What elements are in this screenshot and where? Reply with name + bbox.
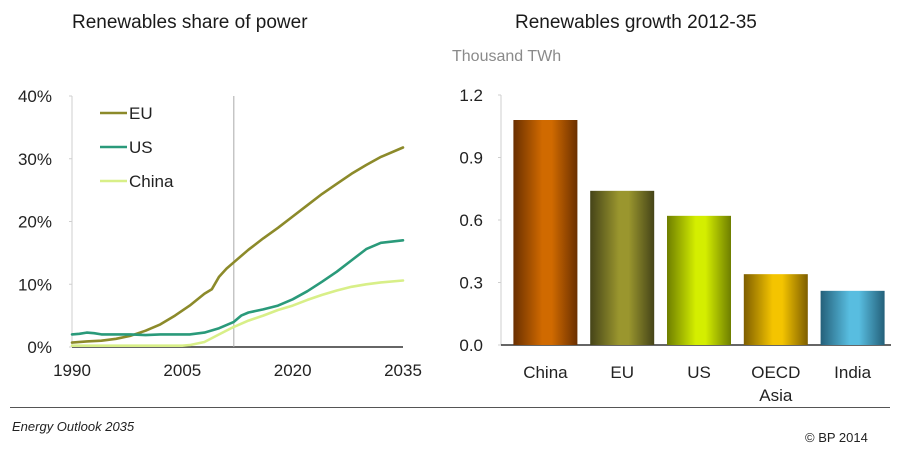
footer-divider (10, 407, 890, 408)
y-tick-label: 20% (18, 213, 52, 232)
legend-label-china: China (129, 172, 174, 191)
bar-chart-title: Renewables growth 2012-35 (515, 12, 757, 33)
x-category-label: Asia (759, 386, 793, 405)
x-category-label: OECD (751, 363, 800, 382)
x-category-label: EU (610, 363, 634, 382)
series-line-eu (70, 146, 405, 344)
line-chart-title: Renewables share of power (72, 12, 308, 33)
x-tick-label: 2035 (384, 361, 422, 380)
x-category-label: India (834, 363, 871, 382)
y-tick-label: 0% (27, 338, 52, 357)
x-category-label: China (523, 363, 568, 382)
y-tick-label: 1.2 (459, 86, 483, 105)
y-tick-label: 0.3 (459, 274, 483, 293)
bar-us (667, 215, 731, 345)
x-tick-label: 2005 (163, 361, 201, 380)
footer-publication: Energy Outlook 2035 (12, 419, 135, 434)
y-tick-label: 40% (18, 87, 52, 106)
footer-copyright: © BP 2014 (805, 430, 868, 445)
y-tick-label: 30% (18, 150, 52, 169)
x-tick-label: 2020 (274, 361, 312, 380)
y-tick-label: 10% (18, 275, 52, 294)
y-tick-label: 0.9 (459, 149, 483, 168)
series-line-china (70, 279, 405, 348)
y-tick-label: 0.6 (459, 211, 483, 230)
series-line-us (70, 239, 405, 337)
line-chart: 0% 10% 20% 30% 40% 1990 2005 2020 2035 EU US China (18, 87, 422, 380)
y-tick-label: 0.0 (459, 336, 483, 355)
bar-china (513, 120, 578, 345)
x-tick-label: 1990 (53, 361, 91, 380)
legend-label-eu: EU (129, 104, 153, 123)
bar-india (820, 290, 885, 345)
bar-chart-unit-label: Thousand TWh (452, 48, 562, 65)
legend-label-us: US (129, 138, 153, 157)
bar-chart: 0.0 0.3 0.6 0.9 1.2 China EU US OECD Asia India (459, 86, 891, 405)
bar-oecd-asia (743, 274, 808, 345)
bar-eu (590, 190, 655, 345)
x-category-label: US (687, 363, 711, 382)
